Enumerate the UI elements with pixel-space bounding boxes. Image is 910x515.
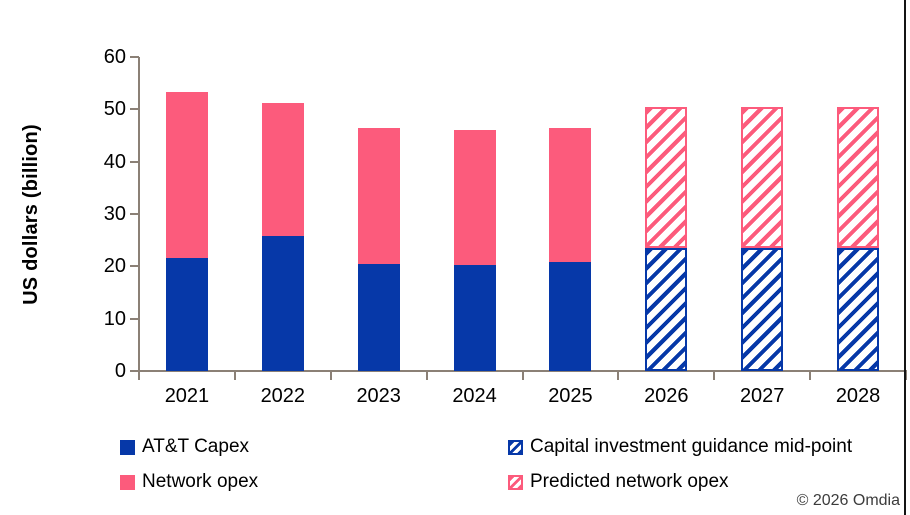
- legend-swatch-att-capex: [120, 439, 135, 455]
- x-tick-mark: [425, 371, 428, 380]
- y-tick-mark: [130, 370, 139, 372]
- legend-swatch-predicted-network-opex: [508, 474, 523, 490]
- x-tick-mark: [329, 371, 332, 380]
- x-tick-mark: [617, 371, 620, 380]
- bar-segment-2022-network-opex: [261, 102, 304, 236]
- legend-item-att-capex: AT&T Capex: [120, 436, 249, 458]
- y-tick-mark: [130, 108, 139, 111]
- bar-segment-2026-capital-investment-guidance-mid-point: [645, 248, 688, 371]
- legend-label-network-opex: Network opex: [142, 471, 259, 492]
- x-tick-mark: [521, 371, 524, 380]
- bar-segment-2022-at-t-capex: [261, 235, 304, 371]
- legend-label-capital-investment-guidance: Capital investment guidance mid-point: [530, 436, 853, 457]
- bar-segment-2021-network-opex: [165, 91, 208, 258]
- bar-segment-2024-network-opex: [453, 129, 496, 265]
- legend-label-att-capex: AT&T Capex: [142, 436, 250, 457]
- copyright-text: © 2026 Omdia: [796, 492, 900, 509]
- x-tick-mark: [809, 371, 812, 380]
- y-tick-label: 60: [103, 46, 126, 68]
- legend-item-capital-investment-guidance: Capital investment guidance mid-point: [508, 436, 852, 458]
- y-tick-label: 0: [114, 360, 126, 382]
- y-tick-mark: [130, 56, 139, 58]
- legend-item-predicted-network-opex: Predicted network opex: [508, 471, 729, 493]
- y-tick-label: 30: [103, 203, 126, 225]
- x-category-label: 2027: [739, 385, 785, 407]
- legend-swatch-network-opex: [120, 474, 135, 490]
- legend-label-predicted-network-opex: Predicted network opex: [530, 471, 729, 492]
- y-tick-mark: [130, 317, 139, 320]
- bar-segment-2023-network-opex: [357, 128, 400, 264]
- bar-segment-2021-at-t-capex: [165, 257, 208, 371]
- bar-segment-2023-at-t-capex: [357, 263, 400, 371]
- x-category-label: 2023: [356, 385, 401, 407]
- legend-item-network-opex: Network opex: [120, 471, 258, 493]
- right-edge-border: [904, 0, 906, 515]
- bar-segment-2024-at-t-capex: [453, 264, 496, 371]
- x-tick-mark: [138, 371, 140, 380]
- bar-segment-2028-capital-investment-guidance-mid-point: [837, 248, 880, 371]
- x-category-label: 2022: [260, 385, 306, 407]
- y-tick-mark: [130, 160, 139, 163]
- x-category-label: 2026: [644, 385, 689, 407]
- x-category-label: 2025: [548, 385, 593, 407]
- y-tick-label: 20: [103, 255, 126, 278]
- bar-segment-2027-capital-investment-guidance-mid-point: [741, 248, 784, 371]
- x-category-label: 2021: [164, 385, 210, 407]
- x-category-label: 2024: [452, 385, 497, 407]
- bar-segment-2028-predicted-network-opex: [837, 106, 880, 248]
- y-tick-mark: [130, 213, 139, 215]
- y-tick-label: 10: [103, 307, 126, 330]
- bar-segment-2026-predicted-network-opex: [645, 106, 688, 248]
- y-tick-mark: [130, 265, 139, 268]
- y-tick-label: 40: [103, 150, 126, 173]
- x-tick-mark: [713, 371, 716, 380]
- y-tick-label: 50: [103, 98, 126, 121]
- y-axis-line: [138, 57, 140, 380]
- x-category-label: 2028: [835, 385, 881, 407]
- x-tick-mark: [233, 371, 236, 380]
- bar-segment-2025-at-t-capex: [549, 262, 592, 371]
- legend-swatch-capital-investment-guidance: [508, 439, 523, 455]
- bar-segment-2025-network-opex: [549, 128, 592, 263]
- bar-segment-2027-predicted-network-opex: [741, 106, 784, 248]
- x-tick-mark: [905, 371, 907, 380]
